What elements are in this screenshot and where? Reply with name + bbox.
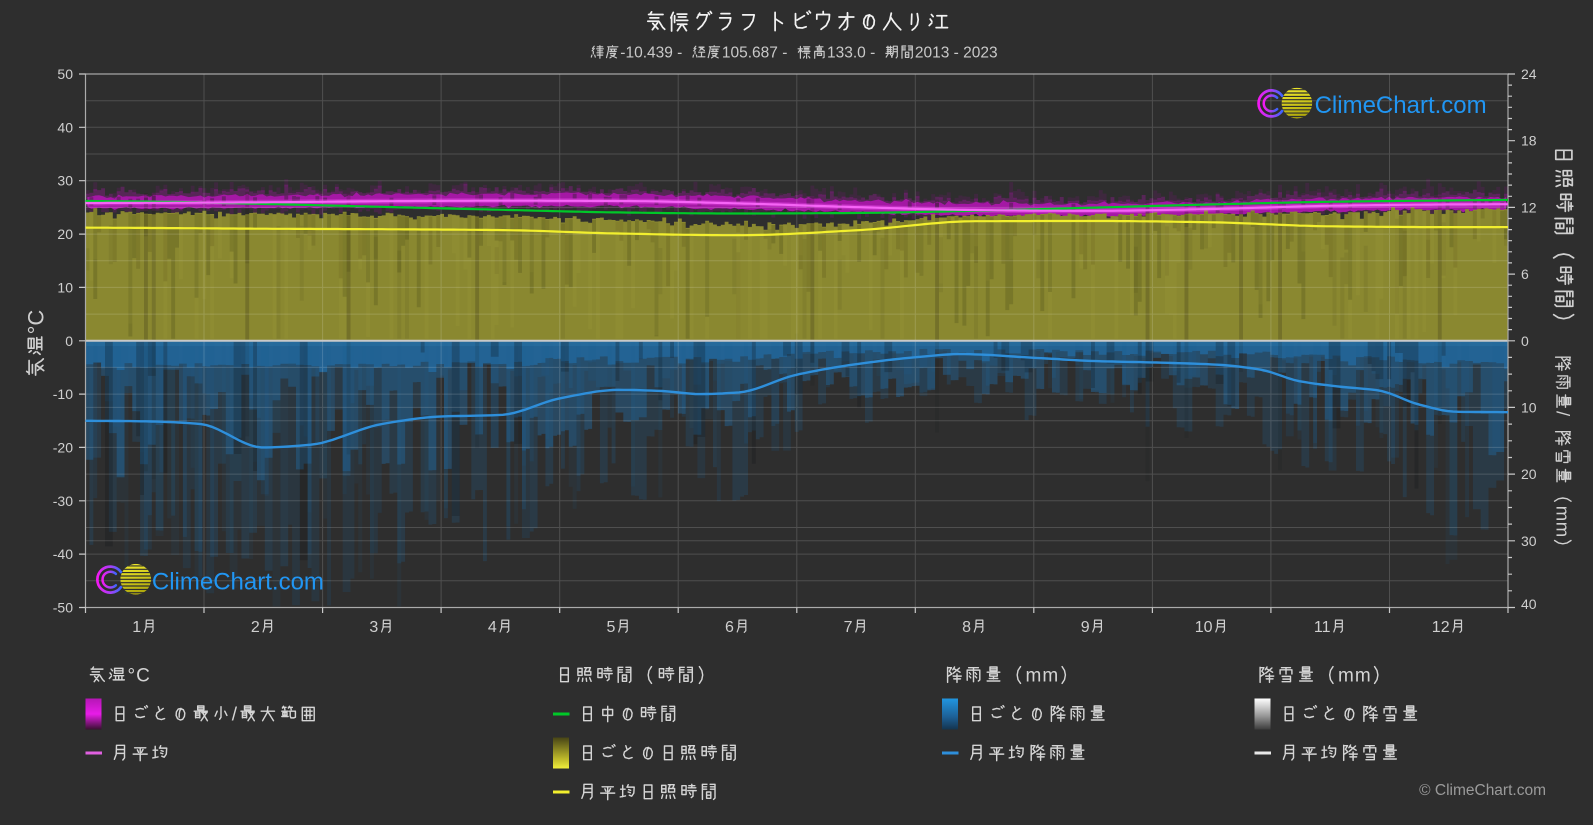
svg-text:0: 0	[1521, 333, 1529, 349]
svg-text:5: 5	[607, 619, 616, 636]
svg-text:12: 12	[1432, 619, 1450, 636]
svg-text:30: 30	[1521, 533, 1537, 549]
svg-text:20: 20	[1521, 466, 1537, 482]
svg-text:1: 1	[132, 619, 141, 636]
svg-text:50: 50	[57, 66, 73, 82]
svg-text:°C: °C	[24, 310, 49, 335]
svg-text:-20: -20	[53, 439, 73, 455]
svg-text:-10: -10	[53, 386, 73, 402]
svg-text:24: 24	[1521, 66, 1537, 82]
svg-text:© ClimeChart.com: © ClimeChart.com	[1419, 782, 1546, 799]
svg-text:9: 9	[1081, 619, 1090, 636]
svg-text:ClimeChart.com: ClimeChart.com	[152, 569, 324, 596]
svg-text:ClimeChart.com: ClimeChart.com	[1315, 92, 1487, 119]
svg-text:mm: mm	[1338, 666, 1372, 687]
svg-text:7: 7	[844, 619, 853, 636]
svg-text:-10.439 -: -10.439 -	[620, 45, 682, 62]
svg-text:mm: mm	[1026, 666, 1060, 687]
svg-text:8: 8	[962, 619, 971, 636]
svg-text:10: 10	[1521, 399, 1537, 415]
svg-text:40: 40	[1521, 596, 1537, 612]
svg-text:6: 6	[1521, 266, 1529, 282]
svg-text:2013 - 2023: 2013 - 2023	[915, 45, 998, 62]
svg-text:3: 3	[369, 619, 378, 636]
svg-text:mm: mm	[1553, 506, 1574, 538]
svg-text:20: 20	[57, 226, 73, 242]
svg-text:30: 30	[57, 173, 73, 189]
svg-text:10: 10	[57, 279, 73, 295]
svg-text:40: 40	[57, 119, 73, 135]
svg-text:-40: -40	[53, 546, 73, 562]
svg-text:-50: -50	[53, 600, 73, 616]
svg-text:/: /	[232, 705, 238, 726]
svg-text:-30: -30	[53, 493, 73, 509]
svg-text:/: /	[1553, 411, 1574, 417]
svg-text:6: 6	[725, 619, 734, 636]
svg-text:105.687 -: 105.687 -	[722, 45, 788, 62]
svg-text:2: 2	[251, 619, 260, 636]
svg-text:133.0 -: 133.0 -	[827, 45, 875, 62]
svg-text:4: 4	[488, 619, 497, 636]
svg-text:°C: °C	[128, 666, 151, 687]
svg-text:0: 0	[65, 333, 73, 349]
svg-text:18: 18	[1521, 133, 1537, 149]
svg-text:10: 10	[1195, 619, 1213, 636]
svg-text:12: 12	[1521, 199, 1537, 215]
svg-text:11: 11	[1314, 619, 1331, 636]
